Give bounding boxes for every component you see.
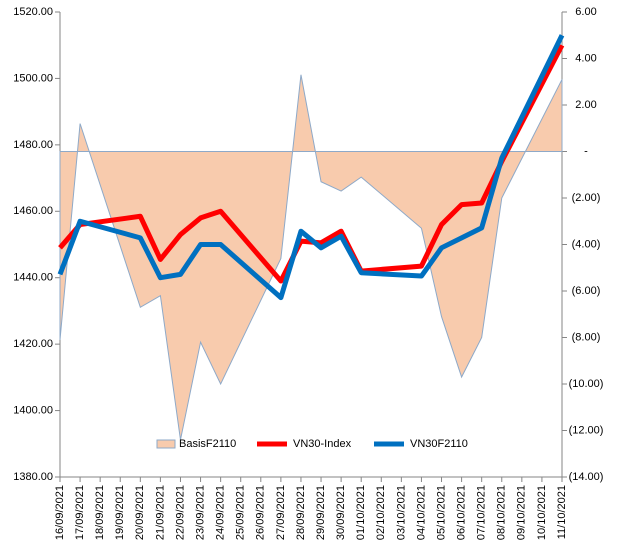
x-tick-label: 09/10/2021 — [516, 485, 528, 540]
y2-tick-label: (8.00) — [572, 331, 601, 343]
y2-tick-label: 4.00 — [575, 52, 596, 64]
area — [59, 74, 563, 440]
y2-tick-label: 2.00 — [575, 99, 596, 111]
legend-swatch — [156, 439, 176, 449]
y-tick-label: 1480.00 — [13, 139, 53, 151]
legend-label: VN30F2110 — [410, 438, 468, 450]
x-tick-label: 21/09/2021 — [154, 485, 166, 540]
y-tick-label: 1420.00 — [13, 338, 53, 350]
x-tick-label: 27/09/2021 — [275, 485, 287, 540]
y2-tick-label: (14.00) — [569, 471, 604, 483]
x-tick-label: 20/09/2021 — [134, 485, 146, 540]
y2-tick-label: (4.00) — [572, 238, 601, 250]
x-tick-label: 19/09/2021 — [114, 485, 126, 540]
x-tick-label: 10/10/2021 — [536, 485, 548, 540]
line — [57, 34, 565, 301]
x-tick-label: 06/10/2021 — [456, 485, 468, 540]
x-tick-label: 07/10/2021 — [476, 485, 488, 540]
x-tick-label: 11/10/2021 — [556, 485, 568, 539]
y2-tick-label: (12.00) — [569, 424, 604, 436]
x-tick-label: 28/09/2021 — [295, 485, 307, 540]
y2-tick-label: (10.00) — [569, 378, 604, 390]
y-tick-label: 1460.00 — [13, 205, 53, 217]
legend-label: BasisF2110 — [179, 438, 236, 450]
x-tick-label: 18/09/2021 — [94, 485, 106, 540]
x-tick-label: 24/09/2021 — [215, 485, 227, 540]
y-tick-label: 1440.00 — [13, 272, 53, 284]
x-tick-label: 23/09/2021 — [194, 485, 206, 540]
x-tick-label: 25/09/2021 — [235, 485, 247, 540]
y2-tick-label: - — [584, 145, 588, 157]
legend-label: VN30-Index — [293, 438, 352, 450]
x-tick-label: 30/09/2021 — [335, 485, 347, 540]
x-tick-label: 29/09/2021 — [315, 485, 327, 540]
y2-tick-label: (6.00) — [572, 285, 601, 297]
y2-tick-label: 6.00 — [575, 6, 596, 18]
x-tick-label: 05/10/2021 — [435, 485, 447, 540]
x-tick-label: 16/09/2021 — [54, 485, 66, 540]
y-tick-label: 1500.00 — [13, 72, 53, 84]
y-tick-label: 1400.00 — [13, 404, 53, 416]
x-tick-label: 22/09/2021 — [174, 485, 186, 540]
y-tick-label: 1520.00 — [13, 6, 53, 18]
x-tick-label: 02/10/2021 — [375, 485, 387, 540]
x-tick-label: 08/10/2021 — [496, 485, 508, 540]
x-tick-label: 17/09/2021 — [74, 485, 86, 540]
y2-tick-label: (2.00) — [572, 192, 601, 204]
x-tick-label: 04/10/2021 — [415, 485, 427, 540]
x-tick-label: 01/10/2021 — [355, 485, 367, 540]
x-tick-label: 03/10/2021 — [395, 485, 407, 540]
x-tick-label: 26/09/2021 — [255, 485, 267, 540]
y-tick-label: 1380.00 — [13, 471, 53, 483]
